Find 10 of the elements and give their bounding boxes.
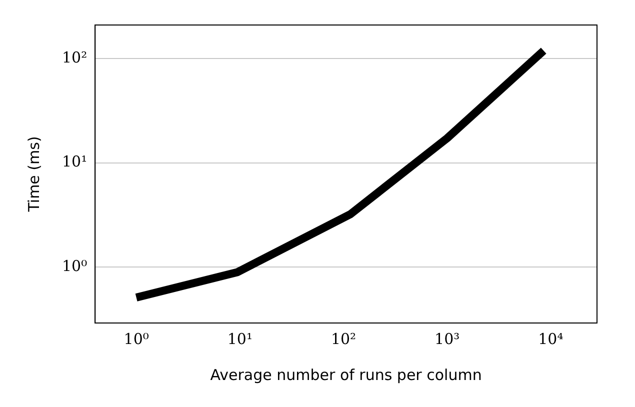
x-tick-label: 10² <box>330 330 356 348</box>
x-tick-label: 10⁰ <box>124 330 149 348</box>
x-axis-title: Average number of runs per column <box>210 366 482 384</box>
y-tick-label: 10⁰ <box>62 256 88 275</box>
y-axis-title: Time (ms) <box>24 136 43 213</box>
y-tick-label: 10² <box>62 48 88 66</box>
x-tick-label: 10¹ <box>227 330 252 348</box>
x-tick-label: 10³ <box>434 330 460 348</box>
x-tick-label: 10⁴ <box>538 330 564 348</box>
y-tick-label: 10¹ <box>62 152 88 171</box>
